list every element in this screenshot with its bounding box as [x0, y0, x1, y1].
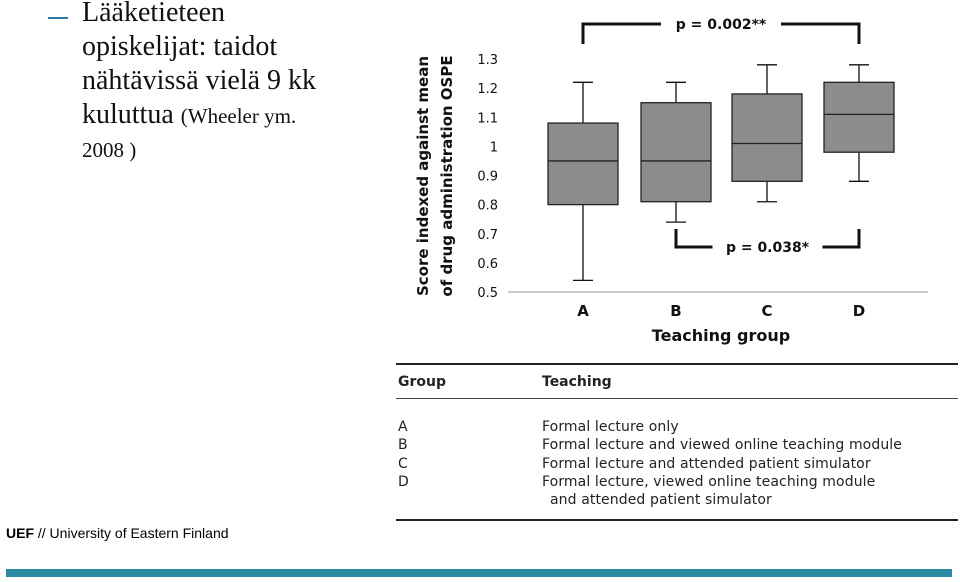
bullet-dash: [48, 17, 68, 19]
table-header-rule: [396, 398, 958, 399]
box-a: [547, 81, 619, 282]
table-top-rule: [396, 363, 958, 365]
y-tick-label: 1.3: [477, 53, 498, 68]
bullet-line-5: 2008 ): [82, 138, 137, 162]
bullet-line-1: Lääketieteen: [82, 0, 226, 28]
table-cell-teaching: Formal lecture and viewed online teachin…: [542, 437, 903, 453]
box-c: [731, 64, 803, 203]
y-tick-label: 1.2: [477, 82, 498, 97]
table-cell-group: D: [398, 474, 409, 490]
x-tick-label: B: [670, 302, 681, 320]
table-row: C Formal lecture and attended patient si…: [396, 456, 958, 474]
bullet-text: Lääketieteen opiskelijat: taidot nähtävi…: [82, 0, 402, 167]
x-tick-label: D: [853, 302, 865, 320]
table-row: B Formal lecture and viewed online teach…: [396, 437, 958, 455]
table-cell-teaching: Formal lecture and attended patient simu…: [542, 456, 871, 472]
teaching-group-table: Group Teaching A Formal lecture only B F…: [396, 363, 958, 521]
p-value-label: p = 0.002**: [676, 17, 767, 33]
box-d: [823, 64, 895, 182]
y-tick-label: 0.9: [477, 170, 498, 185]
table-cell-group: A: [398, 419, 408, 435]
table-header-group: Group: [398, 374, 447, 390]
bracket-line: [581, 22, 861, 44]
significance-bracket: p = 0.002**: [581, 17, 861, 44]
box-plot-chart: Score indexed against mean of drug admin…: [414, 17, 928, 345]
significance-bracket: p = 0.038*: [674, 229, 861, 256]
x-axis-title: Teaching group: [652, 326, 790, 345]
table-cell-teaching: Formal lecture, viewed online teaching m…: [542, 474, 876, 490]
bullet-line-4-main: kuluttua: [82, 99, 174, 130]
footer-org-bold: UEF: [6, 525, 34, 541]
footer-org-rest: // University of Eastern Finland: [34, 525, 229, 541]
y-axis-title-line-2: of drug administration OSPE: [438, 55, 456, 296]
y-tick-label: 0.8: [477, 199, 498, 214]
table-cell-group: B: [398, 437, 408, 453]
p-value-label: p = 0.038*: [726, 240, 810, 256]
table-bottom-rule: [396, 519, 958, 521]
iqr-box: [823, 81, 895, 153]
y-tick-label: 0.7: [477, 228, 498, 243]
x-tick-label: A: [577, 302, 589, 320]
bullet-line-4: kuluttua (Wheeler ym.: [82, 98, 402, 133]
boxes: [547, 64, 895, 282]
footer-organization: UEF // University of Eastern Finland: [6, 525, 229, 541]
table-cell-teaching: and attended patient simulator: [550, 492, 772, 508]
x-axis-ticks: A B C D: [577, 302, 865, 320]
bullet-line-4-small: (Wheeler ym.: [180, 104, 297, 128]
box-b: [640, 81, 712, 223]
table-cell-group: C: [398, 456, 408, 472]
y-axis-title: Score indexed against mean of drug admin…: [414, 55, 456, 296]
footer-accent-bar: [6, 569, 952, 577]
table-row: and attended patient simulator: [396, 492, 958, 510]
significance-annotations: p = 0.002** p = 0.038*: [581, 17, 861, 256]
iqr-box: [731, 93, 803, 182]
y-tick-label: 1: [490, 140, 498, 155]
table-row: A Formal lecture only: [396, 419, 958, 437]
iqr-box: [547, 122, 619, 206]
y-tick-label: 0.6: [477, 257, 498, 272]
table-row: D Formal lecture, viewed online teaching…: [396, 474, 958, 492]
x-tick-label: C: [761, 302, 772, 320]
bullet-line-2: opiskelijat: taidot: [82, 31, 278, 62]
bullet-line-3: nähtävissä vielä 9 kk: [82, 65, 317, 96]
iqr-box: [640, 102, 712, 203]
y-tick-label: 1.1: [477, 111, 498, 126]
y-axis-title-line-1: Score indexed against mean: [414, 56, 432, 296]
table-header-teaching: Teaching: [542, 374, 612, 390]
table-cell-teaching: Formal lecture only: [542, 419, 679, 435]
y-axis-ticks: 0.5 0.6 0.7 0.8 0.9 1 1.1 1.2 1.3: [477, 53, 498, 301]
y-tick-label: 0.5: [477, 286, 498, 301]
bracket-line: [674, 229, 861, 249]
